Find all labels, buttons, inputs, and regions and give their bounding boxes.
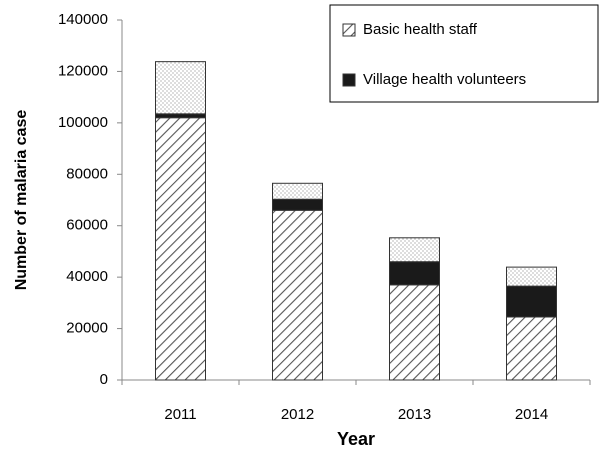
bar-segment xyxy=(155,61,206,115)
bar-segment xyxy=(155,113,206,119)
bar-segment xyxy=(506,266,557,287)
bar-segment xyxy=(506,316,557,381)
bar-segment xyxy=(272,198,323,211)
y-tick-label: 0 xyxy=(100,371,108,388)
legend-swatch xyxy=(342,23,356,37)
legend-label: Village health volunteers xyxy=(363,71,526,88)
y-tick-label: 80000 xyxy=(66,165,108,182)
bar-segment xyxy=(389,261,440,286)
bar-segment xyxy=(272,209,323,381)
y-tick-label: 140000 xyxy=(58,11,108,28)
x-tick-label: 2013 xyxy=(398,406,431,423)
x-tick-label: 2014 xyxy=(515,406,548,423)
y-tick-label: 20000 xyxy=(66,320,108,337)
x-tick-label: 2011 xyxy=(164,406,196,423)
y-tick-label: 120000 xyxy=(58,62,108,79)
bar-segment xyxy=(272,182,323,200)
bar-segment xyxy=(389,284,440,381)
y-tick-label: 60000 xyxy=(66,217,108,234)
legend-box xyxy=(329,4,599,103)
legend-swatch xyxy=(342,73,356,87)
legend-label: Basic health staff xyxy=(363,21,478,38)
y-tick-label: 100000 xyxy=(58,114,108,131)
y-tick-label: 40000 xyxy=(66,268,108,285)
y-axis-label: Number of malaria case xyxy=(13,110,30,291)
bar-segment xyxy=(506,285,557,318)
bar-segment xyxy=(155,117,206,381)
x-tick-label: 2012 xyxy=(281,406,314,423)
x-axis-label: Year xyxy=(337,429,375,449)
bar-segment xyxy=(389,237,440,263)
